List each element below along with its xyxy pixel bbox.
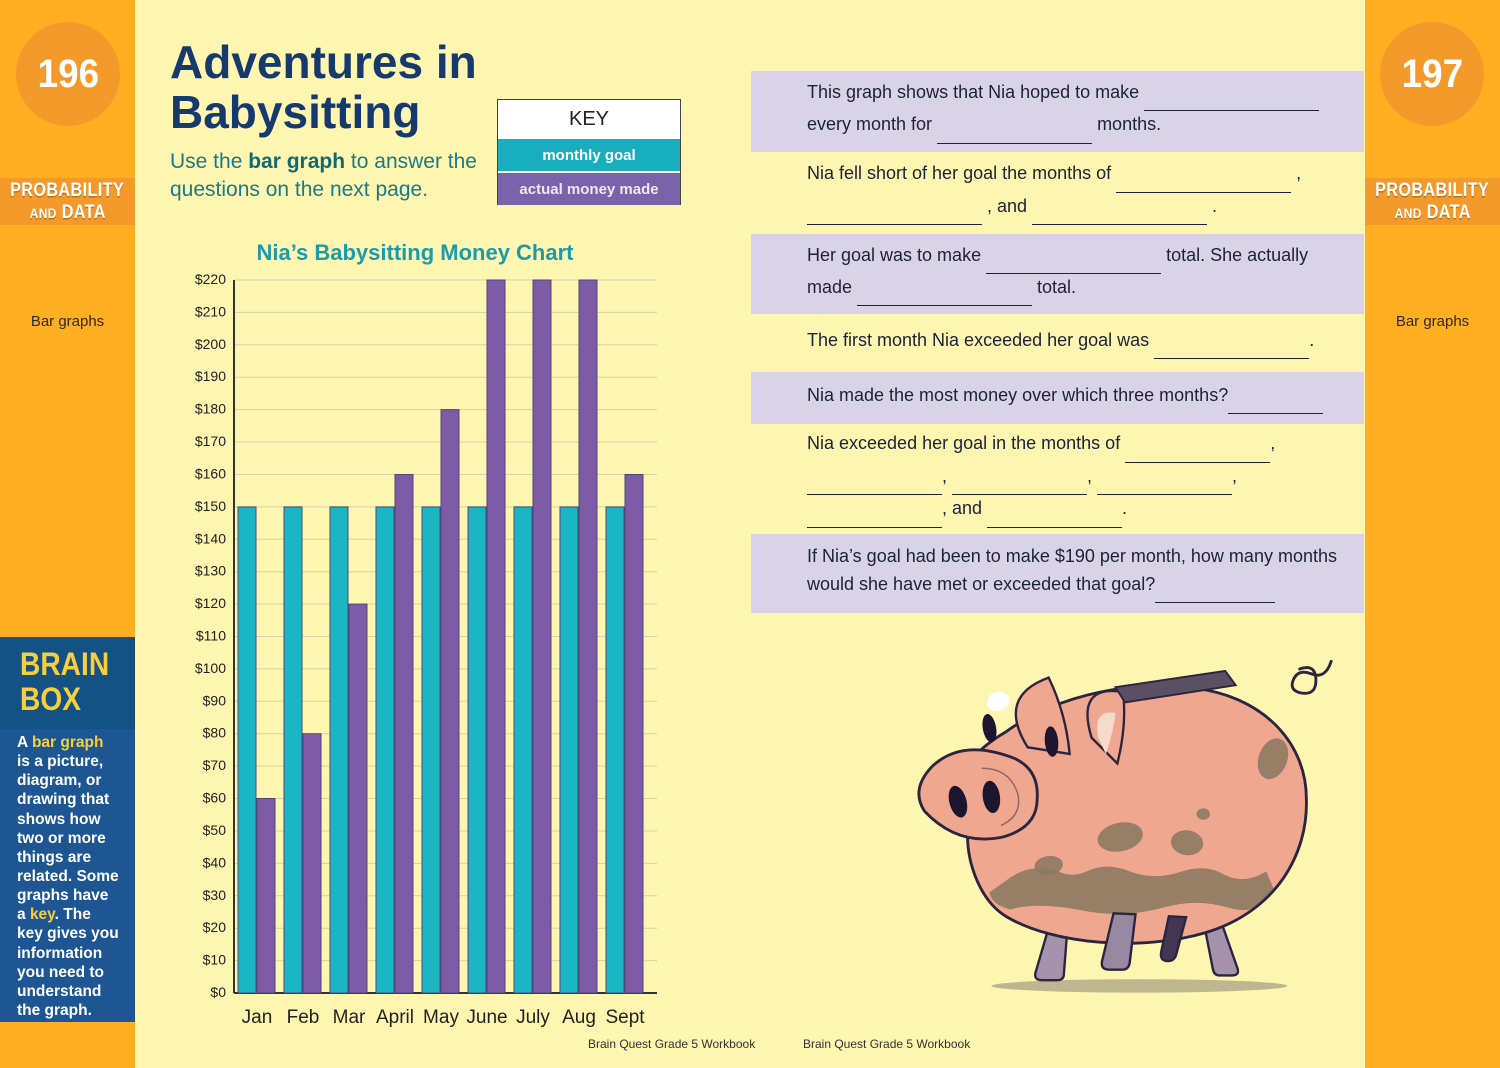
svg-text:$20: $20 [203,919,227,935]
svg-text:July: July [516,1007,550,1028]
svg-text:$30: $30 [203,887,227,903]
svg-text:Jan: Jan [242,1007,273,1028]
svg-text:$210: $210 [195,303,226,319]
svg-text:$80: $80 [203,725,227,741]
svg-text:$190: $190 [195,368,226,384]
svg-text:Feb: Feb [287,1007,320,1028]
svg-text:$180: $180 [195,401,226,417]
svg-text:Aug: Aug [562,1007,596,1028]
svg-text:$130: $130 [195,563,226,579]
svg-text:$200: $200 [195,336,226,352]
svg-text:$170: $170 [195,433,226,449]
svg-text:April: April [376,1007,414,1028]
svg-text:$150: $150 [195,498,226,514]
svg-text:June: June [466,1007,507,1028]
svg-text:$90: $90 [203,692,227,708]
svg-text:May: May [423,1007,459,1028]
svg-text:$220: $220 [195,271,226,287]
svg-text:$70: $70 [203,757,227,773]
svg-text:$40: $40 [203,854,227,870]
svg-text:Sept: Sept [605,1007,645,1028]
svg-text:$10: $10 [203,952,227,968]
svg-text:$60: $60 [203,790,227,806]
svg-text:$140: $140 [195,530,226,546]
svg-text:$120: $120 [195,595,226,611]
svg-text:$160: $160 [195,466,226,482]
svg-text:Mar: Mar [333,1007,366,1028]
svg-text:$50: $50 [203,822,227,838]
svg-text:$100: $100 [195,660,226,676]
svg-text:$0: $0 [210,984,226,1000]
svg-text:$110: $110 [196,628,226,644]
